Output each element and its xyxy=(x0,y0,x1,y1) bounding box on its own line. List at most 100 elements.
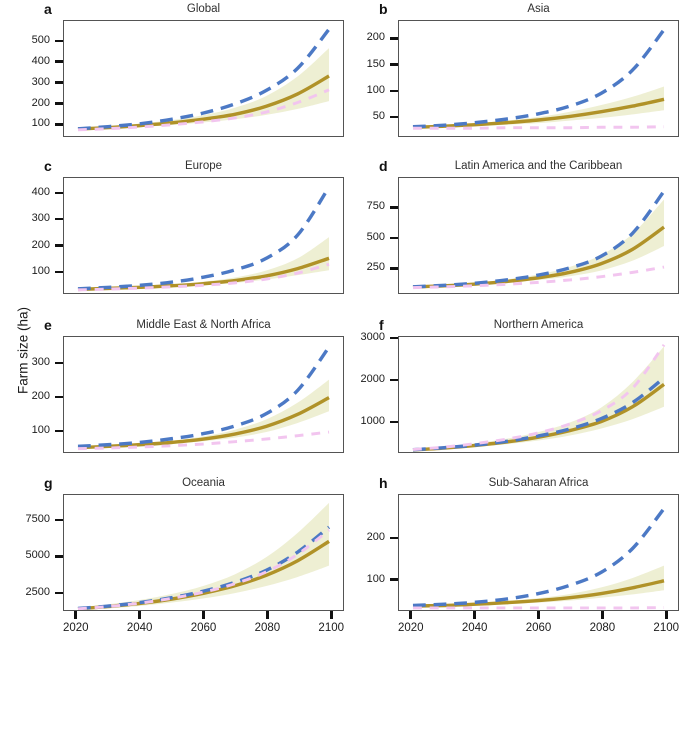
panel-title-c: Europe xyxy=(184,160,223,172)
ssp2-confidence-band xyxy=(77,48,330,130)
y-tick-label: 300 xyxy=(31,356,50,369)
ssp2-confidence-band xyxy=(412,199,665,288)
y-tick-mark xyxy=(390,63,398,66)
x-tick-label: 2040 xyxy=(126,622,153,634)
panel-title-f: Northern America xyxy=(493,319,584,331)
y-tick-mark xyxy=(390,267,398,270)
y-tick-label: 200 xyxy=(31,96,50,109)
plot-area-c xyxy=(63,177,344,294)
panel-letter-h: h xyxy=(379,475,388,491)
panel-letter-f: f xyxy=(379,317,384,333)
x-tick-mark xyxy=(266,611,269,619)
y-tick-label: 100 xyxy=(366,83,385,96)
y-tick-mark xyxy=(55,217,63,221)
series-ssp3-b xyxy=(412,125,665,130)
series-ssp3-a xyxy=(77,88,330,132)
panel-h: h Sub-Saharan Africa 100 200 2020 2040 2060 208… xyxy=(367,475,679,634)
y-tick-mark xyxy=(55,60,63,64)
panel-letter-e: e xyxy=(44,317,52,333)
panel-g: g Oceania 2500 5000 7500 2020 2040 2060 2080 2100 xyxy=(26,475,345,634)
x-tick-label: 2100 xyxy=(318,622,345,634)
plot-area-f xyxy=(398,336,679,453)
panel-title-h: Sub-Saharan Africa xyxy=(488,477,589,489)
x-tick-mark xyxy=(202,611,205,619)
y-tick-label: 300 xyxy=(31,212,50,225)
y-tick-label: 500 xyxy=(31,33,50,46)
panel-a: a Global 100 200 300 400 500 xyxy=(32,1,344,137)
x-tick-mark xyxy=(74,611,78,619)
y-tick-mark xyxy=(55,102,63,105)
panel-letter-b: b xyxy=(379,1,388,17)
ssp2-confidence-band xyxy=(77,379,330,449)
y-axis-title: Farm size (ha) xyxy=(15,307,31,395)
plot-area-h xyxy=(398,494,679,611)
plot-area-g xyxy=(63,494,344,611)
plot-area-e xyxy=(63,336,344,453)
x-tick-label: 2060 xyxy=(190,622,217,634)
y-tick-mark xyxy=(55,81,63,84)
panel-f: f Northern America 1000 2000 3000 xyxy=(361,317,679,453)
series-ssp2-h xyxy=(412,579,665,608)
y-tick-label: 200 xyxy=(31,390,50,403)
y-tick-label: 200 xyxy=(31,238,50,251)
y-tick-label: 400 xyxy=(31,185,50,198)
y-tick-mark xyxy=(390,578,398,581)
y-tick-label: 1000 xyxy=(360,414,385,427)
panel-title-g: Oceania xyxy=(182,477,225,489)
y-tick-mark xyxy=(55,361,63,365)
series-ssp1-b xyxy=(412,28,666,129)
y-tick-label: 100 xyxy=(31,264,50,277)
panel-d: d Latin America and the Caribbean 250 500 75… xyxy=(367,158,679,294)
panel-e: e Middle East & North Africa 100 200 300 xyxy=(32,317,344,453)
y-tick-label: 100 xyxy=(31,423,50,436)
y-tick-mark xyxy=(55,123,63,126)
y-tick-mark xyxy=(390,536,398,540)
x-tick-mark xyxy=(138,611,141,619)
x-tick-mark xyxy=(664,611,668,619)
panel-title-e: Middle East & North Africa xyxy=(136,319,271,331)
y-tick-mark xyxy=(390,420,398,424)
series-ssp1-f xyxy=(412,376,666,452)
panel-b: b Asia 50 100 150 200 xyxy=(367,1,679,137)
y-tick-label: 100 xyxy=(31,117,50,130)
y-tick-label: 2500 xyxy=(25,585,50,598)
ssp2-confidence-band xyxy=(412,86,665,129)
x-tick-label: 2080 xyxy=(254,622,281,634)
y-tick-mark xyxy=(390,115,398,119)
series-ssp1-a xyxy=(77,28,331,131)
x-tick-mark xyxy=(329,611,333,619)
series-ssp1-g xyxy=(77,525,331,610)
y-tick-label: 7500 xyxy=(25,513,50,526)
y-tick-mark xyxy=(390,236,398,240)
y-tick-mark xyxy=(390,89,398,93)
y-tick-label: 100 xyxy=(366,572,385,585)
y-tick-mark xyxy=(390,336,398,340)
y-tick-mark xyxy=(390,37,398,40)
x-tick-mark xyxy=(537,611,540,619)
series-ssp3-f xyxy=(412,343,666,452)
y-tick-mark xyxy=(55,395,63,399)
y-tick-mark xyxy=(55,518,63,522)
panel-letter-g: g xyxy=(44,475,53,491)
series-ssp1-h xyxy=(412,507,666,608)
y-tick-label: 2000 xyxy=(360,373,385,386)
x-tick-label: 2020 xyxy=(62,622,89,634)
y-tick-mark xyxy=(390,206,398,209)
y-tick-mark xyxy=(55,191,63,195)
y-tick-mark xyxy=(55,270,63,274)
plot-area-d xyxy=(398,177,679,294)
y-tick-label: 5000 xyxy=(25,549,50,562)
x-tick-mark xyxy=(473,611,476,619)
y-tick-label: 50 xyxy=(372,110,385,123)
series-ssp2-b xyxy=(412,97,665,129)
y-tick-mark xyxy=(55,555,63,558)
y-tick-label: 200 xyxy=(366,530,385,543)
panel-letter-c: c xyxy=(44,158,52,174)
panel-c: c Europe 100 200 300 400 xyxy=(32,158,344,294)
series-ssp1-c xyxy=(77,186,331,291)
y-tick-label: 3000 xyxy=(360,331,385,344)
y-tick-label: 200 xyxy=(366,31,385,44)
panel-title-b: Asia xyxy=(527,3,550,15)
series-ssp3-d xyxy=(412,265,665,290)
